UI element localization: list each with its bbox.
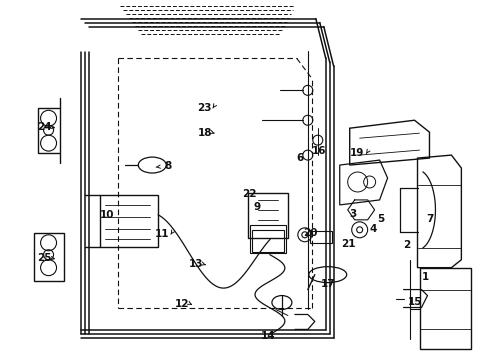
Bar [310, 231, 332, 243]
Text: 6: 6 [296, 153, 303, 163]
Text: 22: 22 [242, 189, 256, 199]
Text: 18: 18 [197, 128, 212, 138]
Text: 7: 7 [426, 215, 433, 224]
Text: 10: 10 [100, 210, 115, 220]
Text: 24: 24 [37, 122, 52, 132]
Bar [248, 193, 288, 238]
Text: 12: 12 [175, 299, 190, 309]
Text: 17: 17 [321, 279, 335, 289]
Text: 11: 11 [155, 229, 169, 239]
Text: 4: 4 [369, 225, 377, 234]
Text: 1: 1 [422, 272, 429, 282]
Text: 13: 13 [189, 259, 203, 269]
Text: 20: 20 [303, 228, 318, 238]
Circle shape [357, 227, 363, 233]
Text: 21: 21 [342, 239, 356, 249]
Text: 16: 16 [312, 146, 326, 156]
Text: 25: 25 [37, 253, 52, 263]
Text: 19: 19 [350, 148, 365, 158]
Bar [250, 225, 286, 253]
Bar [419, 268, 471, 349]
Text: 5: 5 [377, 215, 385, 224]
Bar [252, 230, 284, 252]
Text: 3: 3 [349, 209, 356, 219]
Text: 9: 9 [253, 202, 260, 212]
Text: 14: 14 [261, 331, 276, 341]
Text: 15: 15 [408, 297, 422, 307]
Circle shape [302, 232, 308, 238]
Text: 23: 23 [196, 103, 211, 113]
Text: 2: 2 [404, 239, 411, 249]
Text: 8: 8 [164, 161, 171, 171]
Bar [100, 195, 158, 247]
